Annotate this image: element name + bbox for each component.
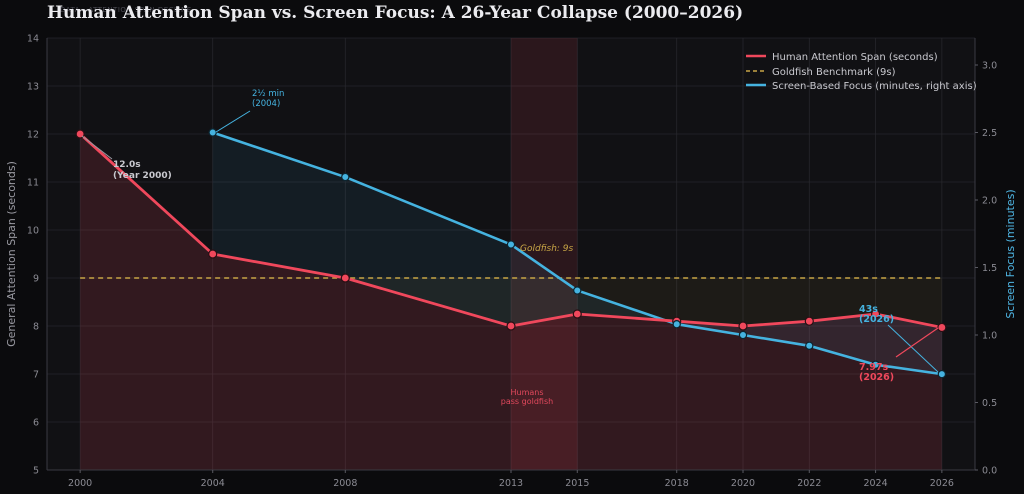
screen-point [506, 240, 516, 249]
shaded-band [511, 38, 578, 470]
x-tick-label: 2024 [863, 478, 887, 489]
screen-start-value: 2½ min [252, 89, 284, 99]
y-axis-right-label: Screen Focus (minutes) [1004, 189, 1017, 318]
screen-start-arrow [215, 110, 251, 133]
screen-point [937, 369, 947, 379]
y-tick-label: 14 [27, 34, 39, 45]
goldfish-gap-fill [345, 278, 942, 328]
y-right-tick-label: 2.0 [982, 196, 997, 207]
goldfish-label: Goldfish: 9s [520, 244, 574, 254]
area-fills [80, 132, 942, 470]
y-right-tick-label: 1.5 [982, 263, 997, 274]
human-point [572, 309, 582, 319]
x-tick-label: 2022 [797, 478, 821, 489]
y-tick-label: 5 [33, 466, 39, 477]
screen-start-note: (2004) [252, 99, 280, 109]
human-point [870, 309, 881, 319]
x-tick-label: 2020 [731, 478, 755, 489]
y-tick-label: 8 [33, 322, 39, 333]
human-point [738, 321, 748, 331]
y-tick-label: 13 [27, 82, 39, 93]
start-value-annotation: 12.0s [113, 160, 141, 170]
screen-area-fill [212, 132, 942, 375]
y-tick-label: 11 [27, 178, 39, 189]
x-tick-label: 2000 [68, 478, 92, 489]
axes: 5 6 7 8 9 10 11 12 13 14 0.0 0.5 1.0 1.5 2.0 2.5 3.0 2000… [27, 34, 997, 490]
screen-point [672, 320, 681, 329]
y-right-tick-label: 0.0 [982, 466, 997, 477]
y-tick-label: 7 [33, 370, 39, 381]
screen-point [208, 128, 217, 137]
screen-point [573, 286, 582, 295]
faint-subtitle: DATA · ATTENTION SPAN DECLINE [60, 6, 192, 14]
x-tick-label: 2026 [930, 478, 954, 489]
end-human-value: 7.97s [859, 362, 888, 373]
end-human-note: (2026) [859, 372, 894, 383]
x-tick-label: 2008 [333, 478, 357, 489]
y-tick-label: 10 [27, 226, 39, 237]
screen-point [341, 172, 350, 182]
legend-label-human: Human Attention Span (seconds) [772, 52, 938, 63]
end-screen-arrow [887, 324, 939, 373]
end-human-arrow [895, 327, 939, 358]
x-tick-label: 2018 [665, 478, 689, 489]
x-tick-label: 2015 [565, 478, 589, 489]
y-tick-label: 9 [33, 274, 39, 285]
start-annotation-arrow [81, 135, 113, 160]
y-tick-label: 6 [33, 418, 39, 429]
human-area-fill [80, 134, 942, 470]
series-points [75, 128, 947, 379]
shaded-region [511, 38, 578, 470]
human-point [208, 249, 218, 259]
x-tick-label: 2013 [499, 478, 523, 489]
y-axis-label: General Attention Span (seconds) [5, 161, 18, 347]
shade-label-line1: Humans [510, 388, 543, 397]
y-right-tick-label: 1.0 [982, 331, 997, 342]
y-right-tick-label: 2.5 [982, 128, 997, 139]
human-point [506, 321, 516, 331]
human-point [937, 322, 947, 333]
y-tick-label: 12 [27, 130, 39, 141]
legend: Human Attention Span (seconds) Goldfish … [746, 52, 977, 92]
end-screen-value: 43s [859, 304, 878, 315]
screen-point [871, 360, 880, 369]
human-attention-line [79, 132, 943, 329]
legend-label-goldfish: Goldfish Benchmark (9s) [772, 67, 896, 78]
shade-label-line2: pass goldfish [501, 397, 553, 406]
x-tick-label: 2004 [201, 478, 225, 489]
screen-point [738, 330, 748, 340]
chart-title: Human Attention Span vs. Screen Focus: A… [47, 3, 744, 23]
screen-point [805, 341, 814, 350]
human-point [340, 273, 350, 283]
legend-label-screen: Screen-Based Focus (minutes, right axis) [772, 81, 977, 92]
human-point [804, 316, 814, 326]
y-right-tick-label: 0.5 [982, 398, 997, 409]
y-right-tick-label: 3.0 [982, 61, 997, 72]
end-screen-note: (2026) [859, 314, 894, 325]
start-note-annotation: (Year 2000) [113, 171, 172, 181]
